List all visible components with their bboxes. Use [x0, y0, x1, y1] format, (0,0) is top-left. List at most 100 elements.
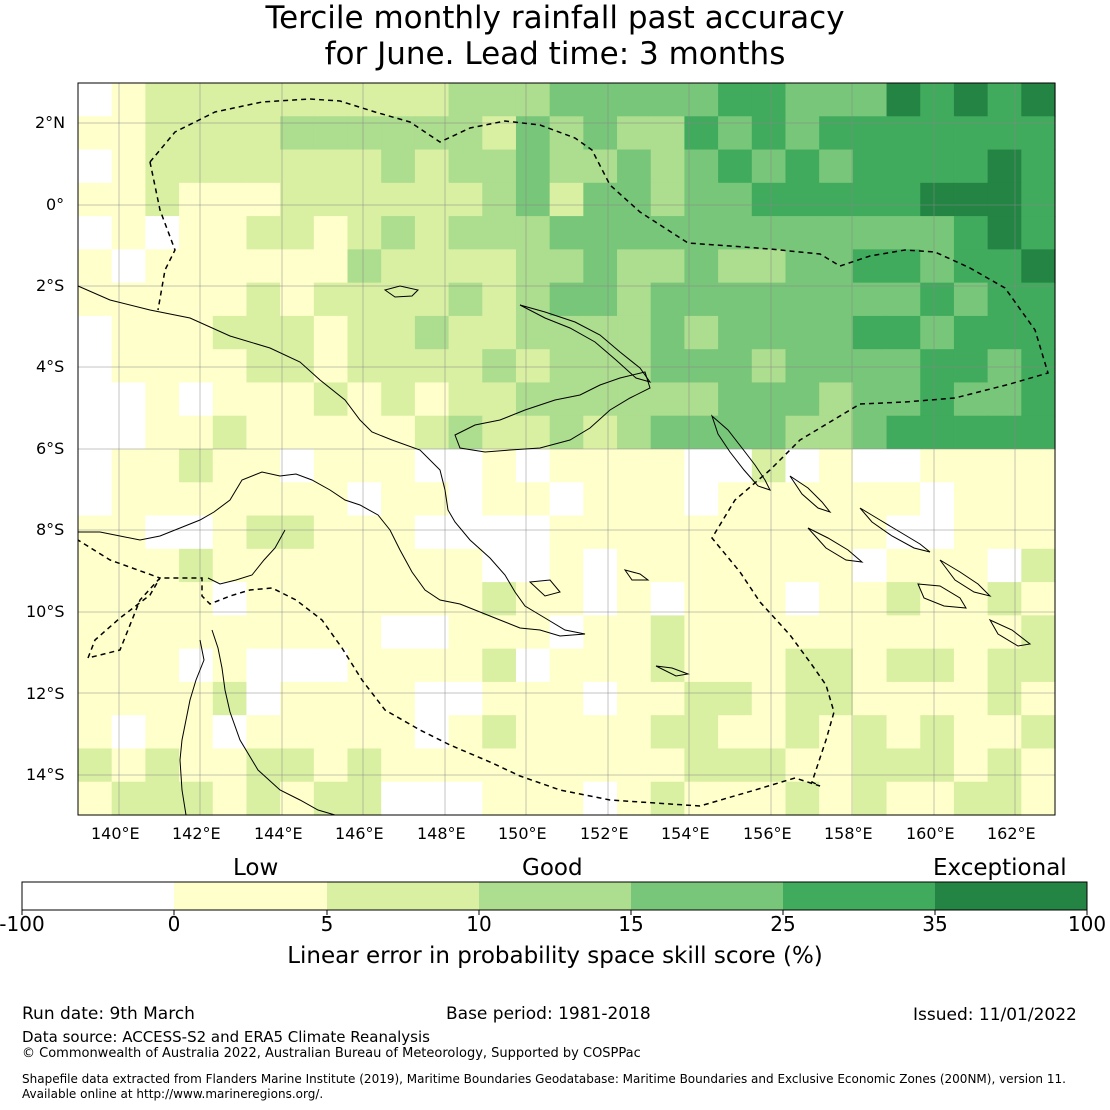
- grid-cell: [953, 748, 989, 783]
- grid-cell: [785, 116, 820, 151]
- grid-cell: [617, 116, 652, 151]
- grid-cell: [515, 282, 551, 317]
- grid-cell: [482, 681, 517, 716]
- grid-cell: [347, 582, 382, 616]
- grid-cell: [1021, 515, 1056, 550]
- grid-cell: [246, 149, 281, 184]
- grid-cell: [819, 648, 854, 683]
- grid-cell: [347, 216, 382, 250]
- grid-cell: [987, 648, 1022, 683]
- grid-cell: [751, 449, 787, 483]
- grid-cell: [583, 282, 618, 317]
- grid-cell: [515, 648, 551, 683]
- new-guinea-coast: [77, 285, 586, 637]
- grid-cell: [280, 615, 315, 650]
- grid-cell: [852, 216, 888, 250]
- grid-cell: [515, 116, 551, 151]
- grid-cell: [246, 349, 281, 384]
- grid-cell: [549, 482, 584, 517]
- grid-cell: [886, 582, 921, 616]
- grid-cell: [684, 282, 719, 317]
- grid-cell: [650, 748, 686, 783]
- grid-cell: [111, 182, 146, 217]
- grid-cell: [381, 482, 416, 517]
- grid-cell: [179, 482, 214, 517]
- grid-cell: [583, 216, 618, 250]
- grid-cell: [145, 482, 180, 517]
- grid-cell: [953, 349, 989, 384]
- grid-cell: [179, 449, 214, 483]
- grid-cell: [751, 681, 787, 716]
- grid-cell: [718, 116, 753, 151]
- grid-cell: [751, 715, 787, 750]
- grid-cell: [212, 116, 248, 151]
- grid-cell: [78, 415, 113, 450]
- grid-cell: [78, 116, 113, 151]
- grid-cell: [583, 715, 618, 750]
- grid-cell: [482, 149, 517, 184]
- lat-label-2s: 2°S: [36, 276, 65, 295]
- grid-cell: [78, 149, 113, 184]
- grid-cell: [886, 182, 921, 217]
- grid-cell: [1021, 615, 1056, 650]
- grid-cell: [785, 681, 820, 716]
- grid-cell: [145, 648, 180, 683]
- grid-cell: [78, 615, 113, 650]
- grid-cell: [617, 182, 652, 217]
- grid-cell: [482, 249, 517, 284]
- grid-cell: [347, 781, 382, 816]
- grid-cell: [953, 648, 989, 683]
- grid-cell: [78, 748, 113, 783]
- grid-cell: [111, 548, 146, 583]
- grid-cell: [1021, 349, 1056, 384]
- grid-cell: [313, 249, 349, 284]
- grid-cell: [111, 282, 146, 317]
- grid-cell: [448, 182, 483, 217]
- grid-cell: [78, 83, 113, 117]
- grid-cell: [246, 781, 281, 816]
- grid-cell: [617, 249, 652, 284]
- grid-cell: [684, 349, 719, 384]
- grid-cell: [515, 382, 551, 417]
- grid-cell: [179, 249, 214, 284]
- solomon-coast-4: [917, 583, 967, 609]
- grid-cell: [718, 349, 753, 384]
- grid-cell: [78, 715, 113, 750]
- grid-cell: [381, 781, 416, 816]
- grid-cell: [246, 449, 281, 483]
- grid-cell: [515, 615, 551, 650]
- grid-cell: [886, 748, 921, 783]
- grid-cell: [785, 648, 820, 683]
- grid-cell: [78, 548, 113, 583]
- grid-cell: [852, 781, 888, 816]
- grid-cell: [920, 382, 955, 417]
- grid-cell: [78, 681, 113, 716]
- grid-cell: [414, 449, 450, 483]
- grid-cell: [448, 482, 483, 517]
- grid-cell: [684, 83, 719, 117]
- grid-cell: [684, 116, 719, 151]
- cbar-tick-25: 25: [770, 912, 796, 936]
- grid-cell: [313, 681, 349, 716]
- grid-cell: [785, 349, 820, 384]
- lat-label-6s: 6°S: [36, 439, 65, 458]
- grid-cell: [179, 681, 214, 716]
- grid-cell: [785, 515, 820, 550]
- grid-cell: [1021, 382, 1056, 417]
- grid-cell: [313, 715, 349, 750]
- grid-cell: [381, 315, 416, 350]
- grid-cell: [987, 182, 1022, 217]
- grid-cell: [852, 715, 888, 750]
- grid-cell: [179, 216, 214, 250]
- grid-cell: [920, 149, 955, 184]
- grid-cell: [179, 116, 214, 151]
- grid-cell: [414, 282, 450, 317]
- grid-cell: [212, 83, 248, 117]
- grid-cell: [280, 681, 315, 716]
- skill-grid: [78, 83, 1056, 816]
- grid-cell: [852, 249, 888, 284]
- grid-cell: [650, 715, 686, 750]
- manus-coast: [383, 285, 419, 298]
- grid-cell: [583, 681, 618, 716]
- grid-cell: [1021, 582, 1056, 616]
